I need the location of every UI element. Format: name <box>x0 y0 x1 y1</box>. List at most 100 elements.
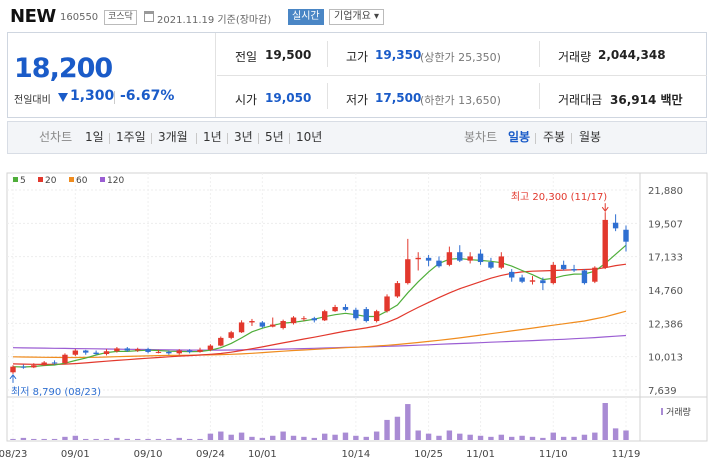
candle-body <box>373 311 380 322</box>
tab-line-1d[interactable]: 1일 <box>85 130 104 144</box>
tab-line-3y[interactable]: 3년 <box>234 130 253 144</box>
legend-swatch <box>100 177 105 182</box>
realtime-button[interactable]: 실시간 <box>288 9 324 25</box>
volume-bar <box>373 431 380 440</box>
volume-bar <box>134 438 141 440</box>
volume-bar <box>529 436 536 440</box>
candle-body <box>249 321 255 323</box>
tab-line-5y[interactable]: 5년 <box>265 130 284 144</box>
change-percent: -6.67% <box>120 88 175 104</box>
volume-bar <box>509 436 515 440</box>
tab-line-1w[interactable]: 1주일 <box>116 130 146 144</box>
x-tick-label: 09/24 <box>196 449 225 460</box>
volume-bar <box>488 436 494 440</box>
x-tick-label: 11/19 <box>612 449 641 460</box>
volume-bar <box>321 433 328 440</box>
high-value: 19,350 <box>375 48 422 62</box>
volume-bar <box>218 431 224 440</box>
candle-body <box>155 351 162 353</box>
volume-bar <box>41 438 47 440</box>
volume-bar <box>83 438 89 440</box>
candle-body <box>353 309 359 319</box>
candle-body <box>363 309 369 322</box>
legend-swatch <box>38 177 43 182</box>
volume-label: 거래량 <box>666 406 691 418</box>
candle-body <box>405 259 411 284</box>
volume-bar <box>560 436 567 440</box>
divider <box>109 133 110 144</box>
candle-body <box>301 318 307 320</box>
y-tick-label: 12,386 <box>648 319 683 330</box>
volume-bar <box>20 437 27 440</box>
divider <box>571 133 572 144</box>
candle-body <box>186 350 193 352</box>
volume-bar <box>280 431 286 440</box>
amount-cell: 거래대금 36,914 백만 <box>540 76 707 118</box>
tab-candle-daily[interactable]: 일봉 <box>508 130 531 144</box>
candle-body <box>134 349 141 351</box>
x-tick-label: 10/14 <box>341 449 370 460</box>
candle-body <box>124 348 130 351</box>
ma60-line <box>12 310 627 359</box>
candle-body <box>488 262 494 268</box>
change-label: 전일대비 <box>14 95 51 106</box>
company-info-button[interactable]: 기업개요 ▾ <box>329 9 384 25</box>
tab-line-3m[interactable]: 3개월 <box>158 130 188 144</box>
candle-body <box>560 264 567 270</box>
amount-value: 36,914 백만 <box>610 93 683 107</box>
tab-candle-monthly[interactable]: 월봉 <box>579 130 602 144</box>
volume-bar <box>249 436 255 440</box>
tab-line-10y[interactable]: 10년 <box>296 130 323 144</box>
volume-bar <box>51 438 58 440</box>
candle-body <box>415 257 421 260</box>
x-tick-label: 09/10 <box>134 449 163 460</box>
candle-body <box>238 322 245 333</box>
y-tick-label: 19,507 <box>648 219 683 230</box>
candle-body <box>311 318 318 321</box>
date-text: 2021.11.19 기준(장마감) <box>157 15 272 26</box>
y-tick-label: 17,133 <box>648 253 683 264</box>
tab-candle-weekly[interactable]: 주봉 <box>543 130 566 144</box>
volume-bar <box>114 437 120 440</box>
tab-line-1y[interactable]: 1년 <box>203 130 222 144</box>
candle-body <box>114 348 120 352</box>
x-tick-label: 10/01 <box>248 449 277 460</box>
upper-limit: (상한가 25,350) <box>420 51 501 64</box>
volume-bar <box>394 416 401 440</box>
candle-body <box>612 222 619 229</box>
prev-close-label: 전일 <box>235 50 258 64</box>
volume-bar <box>228 434 234 440</box>
volume-bar <box>301 436 307 440</box>
divider <box>227 133 228 144</box>
candle-body <box>540 280 546 284</box>
volume-value: 2,044,348 <box>598 48 666 62</box>
candle-body <box>529 280 536 282</box>
legend-label: 5 <box>20 176 26 186</box>
volume-bar <box>311 437 318 440</box>
stock-header: NEW 160550 코스닥 2021.11.19 기준(장마감) 실시간 기업… <box>0 0 714 32</box>
volume-bar <box>384 419 390 440</box>
candle-body <box>467 256 473 261</box>
divider <box>258 133 259 144</box>
row-divider <box>217 75 707 76</box>
x-tick-label: 11/10 <box>539 449 568 460</box>
candlestick-chart: 21,880 19,507 17,133 14,760 12,386 10,013 7,63… <box>0 172 708 460</box>
lower-limit: (하한가 13,650) <box>420 94 501 107</box>
prev-close-value: 19,500 <box>265 48 312 62</box>
volume-bar <box>72 435 79 440</box>
candle-body <box>31 365 37 368</box>
candle-body <box>20 366 27 368</box>
volume-bar <box>238 432 245 440</box>
low-value: 17,500 <box>375 91 422 105</box>
volume-bar <box>103 438 110 440</box>
candle-body <box>446 252 453 265</box>
y-tick-label: 14,760 <box>648 286 683 297</box>
volume-bar <box>290 435 297 440</box>
change-value: 1,300 <box>70 88 115 104</box>
volume-bar <box>363 436 369 440</box>
candle-chart-label: 봉차트 <box>464 130 498 144</box>
volume-bar <box>425 433 432 440</box>
stock-code: 160550 <box>60 12 99 23</box>
candle-body <box>41 362 47 366</box>
candle-body <box>83 350 89 353</box>
